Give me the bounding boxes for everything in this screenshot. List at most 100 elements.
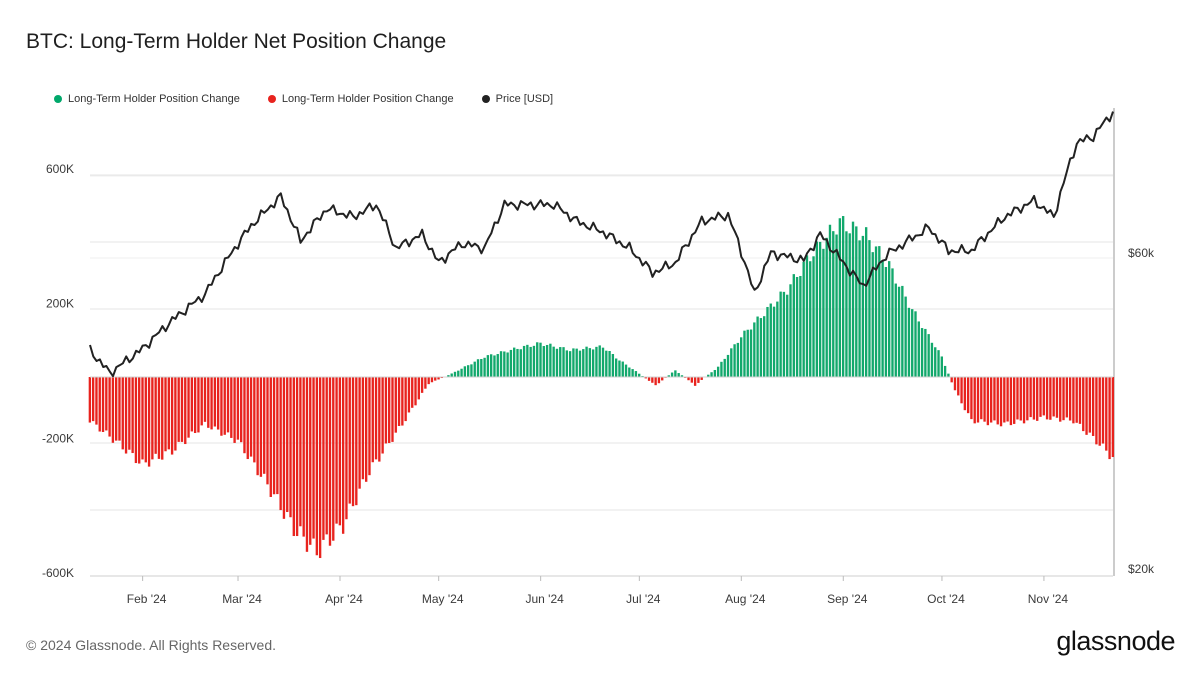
bar <box>911 309 914 377</box>
bar <box>588 348 592 377</box>
bar <box>733 344 736 377</box>
legend-item-ltph-negative[interactable]: Long-Term Holder Position Change <box>267 93 454 105</box>
bar <box>457 370 460 377</box>
bar <box>213 377 217 427</box>
bar <box>1098 377 1101 446</box>
legend-item-price[interactable]: Price [USD] <box>481 93 553 105</box>
bar <box>776 301 779 377</box>
axes-layer: 600K 200K -200K -600K $60k $20k Feb '24 Mar '24… <box>42 162 1155 606</box>
bar <box>1095 377 1098 445</box>
bar <box>647 377 651 381</box>
bar <box>1019 377 1022 421</box>
bar <box>674 370 677 377</box>
bar <box>1029 377 1032 418</box>
legend-dot-icon <box>481 95 490 103</box>
legend-item-ltph-positive[interactable]: Long-Term Holder Position Change <box>54 93 240 105</box>
bar <box>391 377 394 442</box>
bar <box>529 346 532 377</box>
glassnode-logo: glassnode <box>1056 626 1175 656</box>
bar <box>888 261 891 377</box>
bar <box>986 377 990 426</box>
bar <box>983 377 986 422</box>
bar <box>1013 377 1016 424</box>
bar <box>980 377 983 420</box>
bar <box>947 373 950 377</box>
x-tick-label: May '24 <box>422 592 464 606</box>
bar <box>322 377 325 540</box>
bar <box>805 255 809 377</box>
bar <box>924 328 927 377</box>
bar <box>434 377 437 381</box>
x-tick-label: Oct '24 <box>927 592 965 606</box>
bar <box>312 377 315 539</box>
bar <box>1022 377 1026 424</box>
bar <box>756 316 759 377</box>
bar <box>1108 377 1111 460</box>
bar <box>223 377 226 435</box>
bar <box>460 368 463 377</box>
bar <box>388 377 391 444</box>
bar <box>447 375 450 377</box>
bar <box>266 377 269 485</box>
y-right-tick-label: $20k <box>1128 562 1155 576</box>
bar <box>289 377 292 518</box>
bar <box>420 377 424 393</box>
bar <box>292 377 295 537</box>
bar <box>1085 377 1088 435</box>
bar <box>404 377 407 422</box>
bar <box>601 347 605 377</box>
bar <box>815 241 818 377</box>
bar <box>476 359 480 377</box>
x-tick-label: Feb '24 <box>127 592 167 606</box>
bar <box>197 377 200 433</box>
bar <box>542 346 545 377</box>
bar <box>124 377 128 454</box>
bar <box>1059 377 1062 422</box>
bar <box>417 377 420 400</box>
bar <box>305 377 309 552</box>
bar <box>726 354 730 377</box>
bar <box>644 377 647 379</box>
bar <box>779 291 782 377</box>
bar <box>950 377 953 383</box>
bar <box>568 351 572 377</box>
bar <box>335 377 338 524</box>
bar <box>174 377 177 451</box>
bar <box>276 377 279 495</box>
bar <box>325 377 328 535</box>
bar <box>315 377 319 556</box>
bar <box>545 344 549 377</box>
bar <box>743 330 746 377</box>
bar <box>121 377 124 450</box>
y-left-tick-label: -200K <box>42 431 74 445</box>
bar <box>256 377 259 476</box>
bar <box>614 358 618 377</box>
bar <box>555 348 559 377</box>
bar <box>394 377 397 433</box>
bar <box>661 377 664 381</box>
bar <box>279 377 282 511</box>
bar <box>914 311 917 377</box>
bar <box>1101 377 1105 444</box>
grid-layer <box>90 108 1115 577</box>
legend-dot-icon <box>54 95 62 103</box>
bar <box>736 342 740 377</box>
bar <box>480 359 483 377</box>
y-left-tick-label: -600K <box>42 566 74 580</box>
bar <box>999 377 1003 427</box>
bar <box>934 347 937 377</box>
bar <box>309 377 312 545</box>
bar <box>1042 377 1045 416</box>
bar <box>200 377 203 426</box>
bar <box>759 318 763 377</box>
bar <box>845 231 848 377</box>
bar <box>1088 377 1092 433</box>
bar <box>180 377 184 442</box>
bar <box>822 248 825 377</box>
bar <box>299 377 302 527</box>
bar <box>723 358 726 377</box>
bar <box>108 377 111 437</box>
bar <box>638 373 641 377</box>
bar <box>930 342 934 377</box>
bar <box>167 377 170 450</box>
